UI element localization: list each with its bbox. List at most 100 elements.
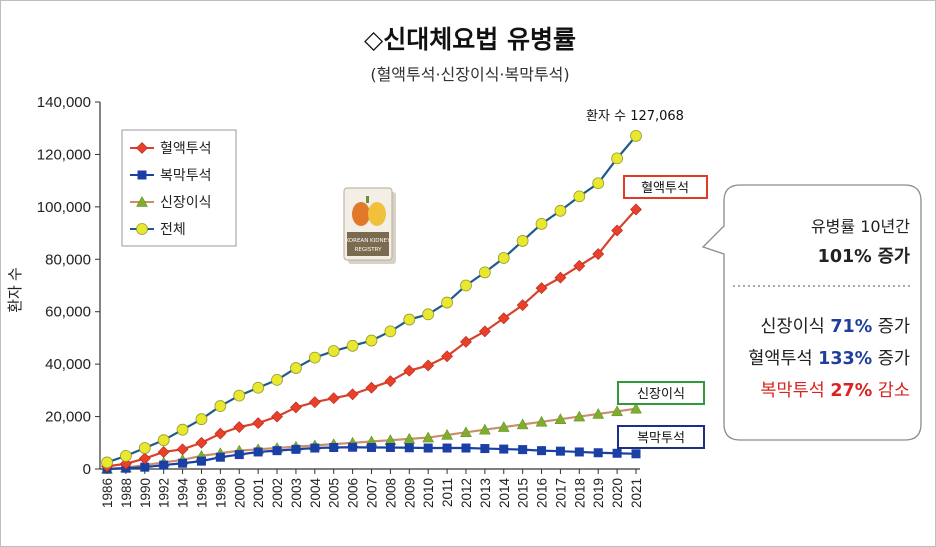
data-point <box>403 364 416 377</box>
data-point <box>630 203 642 216</box>
x-tick-label: 1998 <box>213 478 228 508</box>
data-point <box>478 423 491 435</box>
data-point <box>630 402 642 414</box>
data-point <box>460 426 472 438</box>
x-tick-label: 2015 <box>516 478 531 508</box>
series-3 <box>101 130 642 469</box>
x-tick-label: 2008 <box>383 478 398 508</box>
data-point <box>535 415 548 427</box>
svg-text:복막투석: 복막투석 <box>637 431 685 446</box>
data-point <box>441 296 453 309</box>
y-axis-label: 환자 수 <box>7 267 24 313</box>
callout-line-name: 신장이식 <box>760 317 830 337</box>
y-tick-label: 0 <box>83 461 91 478</box>
data-point <box>537 446 547 456</box>
data-point <box>252 381 265 394</box>
callout-line: 복막투석 27% 감소 <box>760 381 910 401</box>
x-tick-label: 1988 <box>119 478 134 508</box>
callout-line: 신장이식 71% 증가 <box>760 317 910 337</box>
callout-line-value: 133% <box>818 349 872 369</box>
x-tick-label: 1992 <box>157 478 172 508</box>
data-point <box>422 431 435 443</box>
data-point <box>101 456 113 469</box>
x-tick-label: 2016 <box>535 478 550 508</box>
data-point <box>385 443 395 453</box>
x-tick-label: 1996 <box>194 478 209 508</box>
data-point <box>592 177 605 190</box>
data-point <box>327 345 340 357</box>
data-point <box>630 130 642 142</box>
data-point <box>195 413 208 426</box>
data-point <box>478 266 491 279</box>
data-point <box>460 279 472 292</box>
data-point <box>159 460 169 470</box>
data-point <box>535 282 548 295</box>
data-point <box>478 325 491 338</box>
legend-item: 복막투석 <box>130 168 212 184</box>
data-point <box>272 446 282 456</box>
legend-swatch-marker <box>136 223 148 235</box>
x-tick-label: 1990 <box>138 478 153 508</box>
data-point <box>612 448 622 458</box>
data-point <box>574 447 584 457</box>
y-tick-label: 100,000 <box>37 199 91 216</box>
korean-kidney-registry-logo: KOREAN KIDNEY REGISTRY <box>343 187 396 264</box>
data-point <box>592 407 605 419</box>
data-point <box>593 448 603 458</box>
x-tick-label: 2002 <box>270 478 285 508</box>
data-point <box>461 443 471 453</box>
data-point <box>214 400 227 412</box>
legend-label: 신장이식 <box>160 195 212 211</box>
data-point <box>252 417 265 430</box>
x-tick-labels: 1986 1988 1990 1992 1994 1996 1998 2000 2001 2002… <box>100 469 644 508</box>
legend-swatch-marker <box>136 195 148 207</box>
callout-title: 유병률 10년간 <box>811 217 910 236</box>
data-point <box>423 443 433 453</box>
data-point <box>518 445 528 455</box>
tag-peritoneal: 복막투석 <box>617 425 705 449</box>
data-point <box>348 442 358 452</box>
data-point <box>497 252 510 264</box>
x-tick-label: 2004 <box>308 478 323 509</box>
data-point <box>573 190 586 203</box>
legend-swatch-marker <box>137 170 147 180</box>
data-point <box>308 396 321 409</box>
data-point <box>329 443 339 453</box>
data-point <box>516 299 529 312</box>
x-tick-label: 1986 <box>100 478 115 508</box>
data-point <box>140 462 150 472</box>
y-tick-label: 20,000 <box>45 409 91 426</box>
data-point <box>365 334 378 347</box>
data-point <box>442 443 452 453</box>
data-point <box>119 449 132 462</box>
axes <box>99 102 640 470</box>
data-point <box>516 418 529 430</box>
legend-item: 혈액투석 <box>130 141 212 157</box>
x-tick-label: 2012 <box>459 478 474 508</box>
x-tick-label: 2021 <box>629 478 644 508</box>
data-point <box>384 375 397 388</box>
callout-line: 혈액투석 133% 증가 <box>748 349 910 369</box>
callout-line-change: 증가 <box>872 349 910 369</box>
data-point <box>611 405 624 417</box>
data-point <box>592 248 605 260</box>
data-point <box>138 442 151 454</box>
callout-line-change: 감소 <box>872 381 910 401</box>
x-tick-label: 2010 <box>421 478 436 508</box>
x-tick-label: 2009 <box>402 478 417 508</box>
data-point <box>555 446 565 456</box>
chart-title: ◇신대체요법 유병률 <box>364 25 576 54</box>
svg-text:신장이식: 신장이식 <box>637 387 685 402</box>
x-tick-label: 2005 <box>327 478 342 508</box>
total-annotation: 환자 수 127,068 <box>586 109 684 124</box>
data-point <box>253 447 263 457</box>
data-point <box>554 413 567 424</box>
legend-label: 복막투석 <box>160 168 212 184</box>
data-point <box>214 427 227 440</box>
data-point <box>327 392 340 405</box>
data-point <box>611 152 624 165</box>
callout-line-name: 복막투석 <box>760 381 830 401</box>
